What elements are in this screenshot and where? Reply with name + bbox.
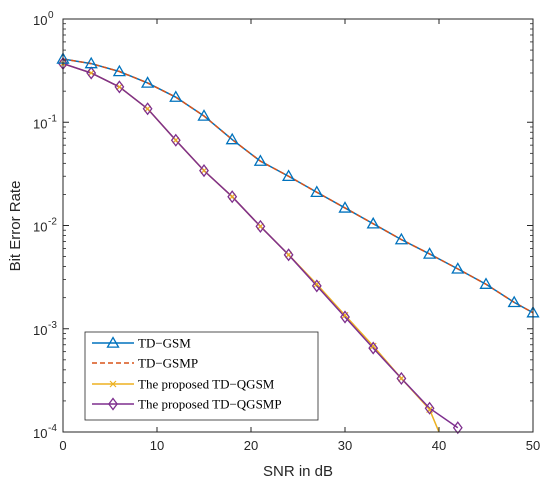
y-tick-base: 10 xyxy=(33,220,47,235)
x-tick-label: 20 xyxy=(244,438,258,453)
legend-entry: The proposed TD−QGSM xyxy=(92,377,275,392)
legend-entry: The proposed TD−QGSMP xyxy=(92,397,282,412)
series-3-point xyxy=(396,371,407,386)
series-3-point xyxy=(311,279,322,293)
series-3-point xyxy=(199,164,209,178)
legend-entry: TD−GSM xyxy=(92,336,191,351)
y-tick-label: 10 -3 xyxy=(33,320,57,338)
series-3-point xyxy=(283,248,294,262)
legend-entry: TD−GSMP xyxy=(92,356,198,371)
legend-label: The proposed TD−QGSMP xyxy=(138,397,282,412)
series-2-point xyxy=(369,342,377,350)
series-3-point xyxy=(227,190,238,204)
series-3-point xyxy=(452,421,463,435)
series-0-point xyxy=(479,277,493,289)
series-0-point xyxy=(451,262,465,274)
series-3-point xyxy=(142,102,153,116)
series-0-point xyxy=(338,201,352,213)
series-0-point xyxy=(394,232,409,245)
series-0-point xyxy=(197,109,211,121)
x-axis-label: SNR in dB xyxy=(263,463,333,480)
series-0-point xyxy=(112,64,127,77)
y-tick-exponent: -3 xyxy=(48,320,57,331)
x-tick-label: 30 xyxy=(338,438,352,453)
legend-marker xyxy=(106,336,120,348)
series-0-point xyxy=(507,295,521,308)
series-3-point xyxy=(424,401,435,415)
series-0-point xyxy=(253,154,268,166)
series-3-point xyxy=(340,310,350,324)
series-3-point xyxy=(255,219,266,233)
series-3-point xyxy=(114,80,125,94)
series-0-point xyxy=(169,90,183,102)
x-tick-label: 0 xyxy=(59,438,66,453)
legend-label: TD−GSM xyxy=(138,336,191,351)
series-0-point xyxy=(225,132,239,145)
y-tick-label: 10 -4 xyxy=(33,423,57,441)
y-tick-exponent: -2 xyxy=(48,217,57,228)
y-tick-label: 10 -2 xyxy=(33,217,57,235)
y-tick-label: 10 -1 xyxy=(33,113,57,131)
series-0-point xyxy=(84,56,98,69)
series-0-point xyxy=(310,185,324,198)
y-tick-label: 10 0 xyxy=(33,10,54,28)
x-tick-label: 10 xyxy=(150,438,164,453)
y-tick-base: 10 xyxy=(33,13,47,28)
legend-label: TD−GSMP xyxy=(138,356,198,371)
y-tick-exponent: -1 xyxy=(48,113,57,124)
x-tick-label: 50 xyxy=(526,438,540,453)
y-axis-label: Bit Error Rate xyxy=(7,181,24,272)
legend-marker xyxy=(109,380,117,388)
series-0-point xyxy=(140,76,155,88)
legend: TD−GSM TD−GSMP The proposed TD−QGSM The pro… xyxy=(84,331,319,421)
y-tick-exponent: 0 xyxy=(48,10,54,21)
series-0-point xyxy=(366,216,380,229)
series-3-point xyxy=(170,133,181,147)
y-tick-base: 10 xyxy=(33,116,47,131)
y-tick-exponent: -4 xyxy=(48,423,57,434)
series-0-point xyxy=(422,247,437,259)
series-3-point xyxy=(86,66,97,80)
series-0-point xyxy=(281,169,296,182)
legend-box xyxy=(84,331,319,421)
legend-marker xyxy=(108,397,118,411)
legend-label: The proposed TD−QGSM xyxy=(138,377,275,392)
y-tick-base: 10 xyxy=(33,426,47,441)
y-tick-base: 10 xyxy=(33,323,47,338)
x-tick-label: 40 xyxy=(432,438,446,453)
series-3-point xyxy=(368,341,379,355)
